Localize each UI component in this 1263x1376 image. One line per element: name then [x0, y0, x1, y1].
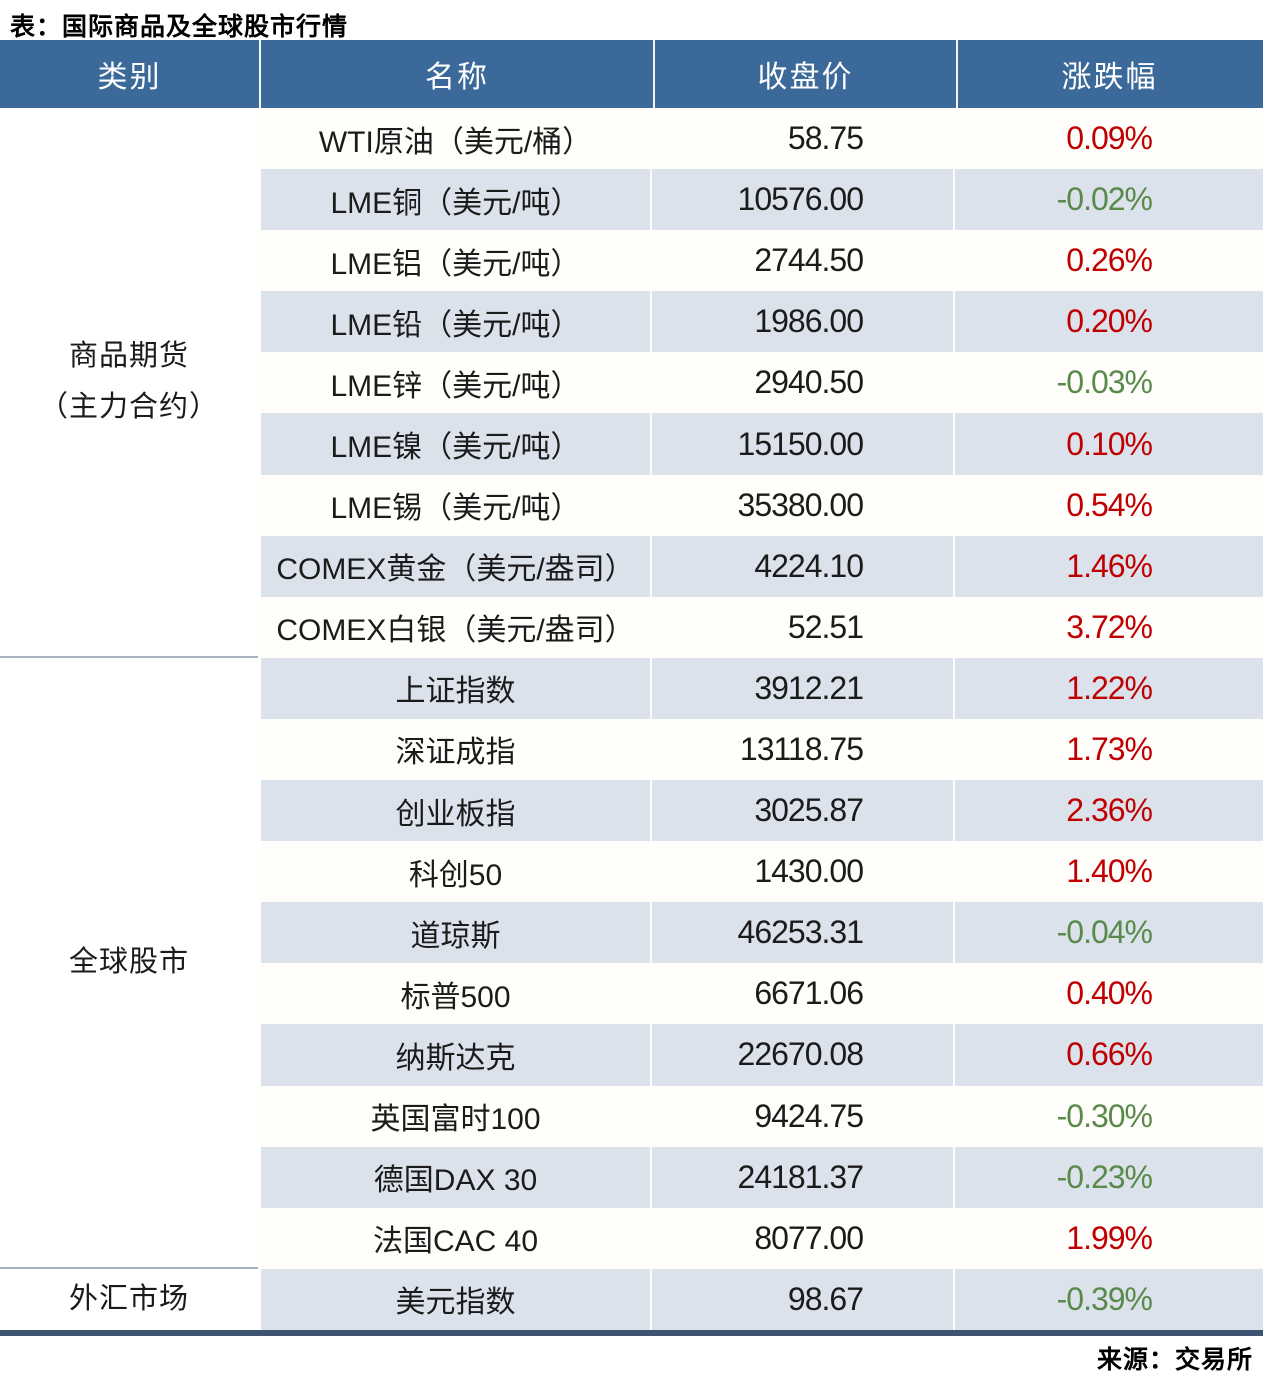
change-cell: 3.72% [1066, 608, 1153, 645]
change-cell: -0.02% [1056, 181, 1153, 218]
close-cell: 46253.31 [652, 902, 955, 964]
table-row: 科创50 1430.00 1.40% [261, 841, 1263, 903]
close-cell: 1430.00 [652, 841, 955, 903]
name-cell: LME铝（美元/吨） [261, 230, 652, 292]
name-cell: COMEX白银（美元/盎司） [261, 596, 652, 658]
name-cell: LME铅（美元/吨） [261, 291, 652, 353]
table-row: COMEX黄金（美元/盎司） 4224.10 1.46% [261, 535, 1263, 597]
name-cell: LME铜（美元/吨） [261, 169, 652, 231]
change-cell: -0.04% [1056, 914, 1153, 951]
table-row: 英国富时100 9424.75 -0.30% [261, 1085, 1263, 1147]
change-cell: 2.36% [1066, 792, 1153, 829]
close-cell: 4224.10 [652, 535, 955, 597]
table-row: LME锌（美元/吨） 2940.50 -0.03% [261, 352, 1263, 414]
change-cell: 0.10% [1066, 425, 1153, 462]
change-cell: -0.39% [1056, 1280, 1153, 1317]
change-cell: 0.09% [1066, 120, 1153, 157]
name-cell: 深证成指 [261, 718, 652, 781]
close-cell: 8077.00 [652, 1207, 955, 1269]
change-cell: 0.20% [1066, 303, 1153, 340]
name-cell: 上证指数 [261, 657, 652, 719]
change-cell: -0.30% [1056, 1097, 1153, 1134]
change-cell: 1.46% [1066, 547, 1153, 584]
table-row: 上证指数 3912.21 1.22% [261, 657, 1263, 719]
table-row: COMEX白银（美元/盎司） 52.51 3.72% [261, 596, 1263, 658]
close-cell: 22670.08 [652, 1024, 955, 1086]
table-body: 商品期货 （主力合约） 全球股市外汇市场 WTI原油（美元/桶） 58.75 0.… [0, 108, 1263, 1330]
table-header-row: 类别 名称 收盘价 涨跌幅 [0, 40, 1263, 108]
close-cell: 98.67 [652, 1268, 955, 1330]
market-table: 类别 名称 收盘价 涨跌幅 商品期货 （主力合约） 全球股市外汇市场 WTI原油（… [0, 40, 1263, 1330]
column-header-category: 类别 [0, 40, 261, 108]
change-cell: 0.26% [1066, 242, 1153, 279]
name-cell: 英国富时100 [261, 1085, 652, 1147]
change-cell: 1.22% [1066, 669, 1153, 706]
name-cell: 道琼斯 [261, 902, 652, 964]
close-cell: 1986.00 [652, 291, 955, 353]
column-header-close: 收盘价 [655, 40, 958, 108]
change-cell: 0.66% [1066, 1036, 1153, 1073]
close-cell: 3025.87 [652, 780, 955, 842]
close-cell: 3912.21 [652, 657, 955, 719]
table-row: LME铅（美元/吨） 1986.00 0.20% [261, 291, 1263, 353]
category-column: 商品期货 （主力合约） 全球股市外汇市场 [0, 108, 261, 1330]
change-cell: 1.73% [1066, 730, 1153, 767]
close-cell: 58.75 [652, 108, 955, 170]
change-cell: -0.23% [1056, 1158, 1153, 1195]
close-cell: 52.51 [652, 596, 955, 658]
table-row: 标普500 6671.06 0.40% [261, 963, 1263, 1025]
close-cell: 2940.50 [652, 352, 955, 414]
name-cell: COMEX黄金（美元/盎司） [261, 535, 652, 597]
name-cell: LME镍（美元/吨） [261, 413, 652, 475]
name-cell: 创业板指 [261, 780, 652, 842]
table-row: 道琼斯 46253.31 -0.04% [261, 902, 1263, 964]
close-cell: 6671.06 [652, 963, 955, 1025]
table-row: LME锡（美元/吨） 35380.00 0.54% [261, 474, 1263, 536]
table-row: 德国DAX 30 24181.37 -0.23% [261, 1146, 1263, 1208]
name-cell: 科创50 [261, 841, 652, 903]
category-group-cell: 外汇市场 [68, 1283, 189, 1316]
column-header-name: 名称 [261, 40, 655, 108]
table-row: 深证成指 13118.75 1.73% [261, 718, 1263, 781]
change-cell: 1.40% [1066, 853, 1153, 890]
source-label: 来源：交易所 [1096, 1345, 1253, 1374]
table-row: 法国CAC 40 8077.00 1.99% [261, 1207, 1263, 1269]
name-cell: 美元指数 [261, 1268, 652, 1330]
name-cell: 标普500 [261, 963, 652, 1025]
name-cell: LME锌（美元/吨） [261, 352, 652, 414]
close-cell: 24181.37 [652, 1146, 955, 1208]
change-cell: 0.40% [1066, 975, 1153, 1012]
name-cell: 德国DAX 30 [261, 1146, 652, 1208]
name-cell: 纳斯达克 [261, 1024, 652, 1086]
name-cell: WTI原油（美元/桶） [261, 108, 652, 170]
table-row: LME铜（美元/吨） 10576.00 -0.02% [261, 169, 1263, 231]
table-row: LME镍（美元/吨） 15150.00 0.10% [261, 413, 1263, 475]
name-cell: 法国CAC 40 [261, 1207, 652, 1269]
table-row: LME铝（美元/吨） 2744.50 0.26% [261, 230, 1263, 292]
column-header-change: 涨跌幅 [1061, 61, 1158, 94]
close-cell: 35380.00 [652, 474, 955, 536]
table-row: WTI原油（美元/桶） 58.75 0.09% [261, 108, 1263, 170]
table-row: 美元指数 98.67 -0.39% [261, 1268, 1263, 1330]
category-group-cell: 商品期货 （主力合约） [0, 108, 258, 658]
close-cell: 13118.75 [652, 718, 955, 781]
table-bottom-rule [0, 1329, 1263, 1336]
close-cell: 9424.75 [652, 1085, 955, 1147]
table-row: 创业板指 3025.87 2.36% [261, 780, 1263, 842]
page-title: 表：国际商品及全球股市行情 [10, 13, 349, 41]
change-cell: 0.54% [1066, 486, 1153, 523]
category-group-cell: 全球股市 [0, 658, 258, 1269]
change-cell: -0.03% [1056, 364, 1153, 401]
change-cell: 1.99% [1066, 1219, 1153, 1256]
table-row: 纳斯达克 22670.08 0.66% [261, 1024, 1263, 1086]
close-cell: 10576.00 [652, 169, 955, 231]
close-cell: 2744.50 [652, 230, 955, 292]
close-cell: 15150.00 [652, 413, 955, 475]
name-cell: LME锡（美元/吨） [261, 474, 652, 536]
table-rows: WTI原油（美元/桶） 58.75 0.09% LME铜（美元/吨） 10576… [261, 108, 1263, 1330]
